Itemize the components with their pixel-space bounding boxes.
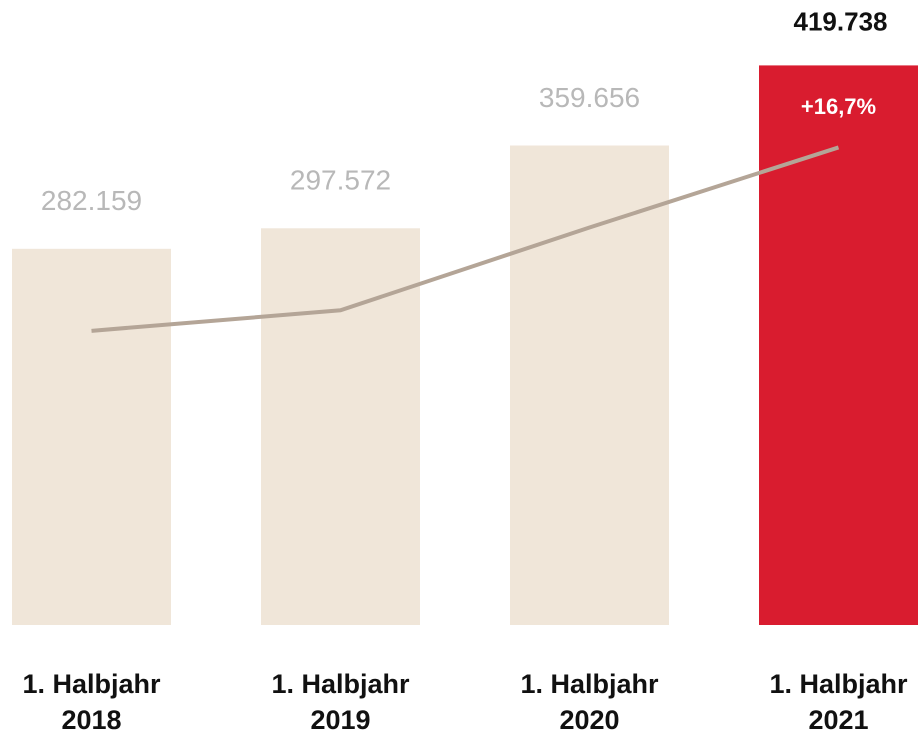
x-tick-label: 1. Halbjahr 2021: [739, 666, 921, 738]
trend-line: [92, 147, 839, 330]
bar: [261, 228, 420, 625]
x-tick-label: 1. Halbjahr 2020: [490, 666, 690, 738]
x-tick-label: 1. Halbjahr 2018: [0, 666, 192, 738]
x-tick-label: 1. Halbjahr 2019: [241, 666, 441, 738]
value-label: 359.656: [539, 82, 640, 113]
bar: [510, 146, 669, 625]
bar: [12, 249, 171, 625]
value-label: 282.159: [41, 185, 142, 216]
value-label: 297.572: [290, 165, 391, 196]
value-label: 419.738: [794, 6, 888, 36]
annotation: +16,7%: [801, 94, 876, 119]
